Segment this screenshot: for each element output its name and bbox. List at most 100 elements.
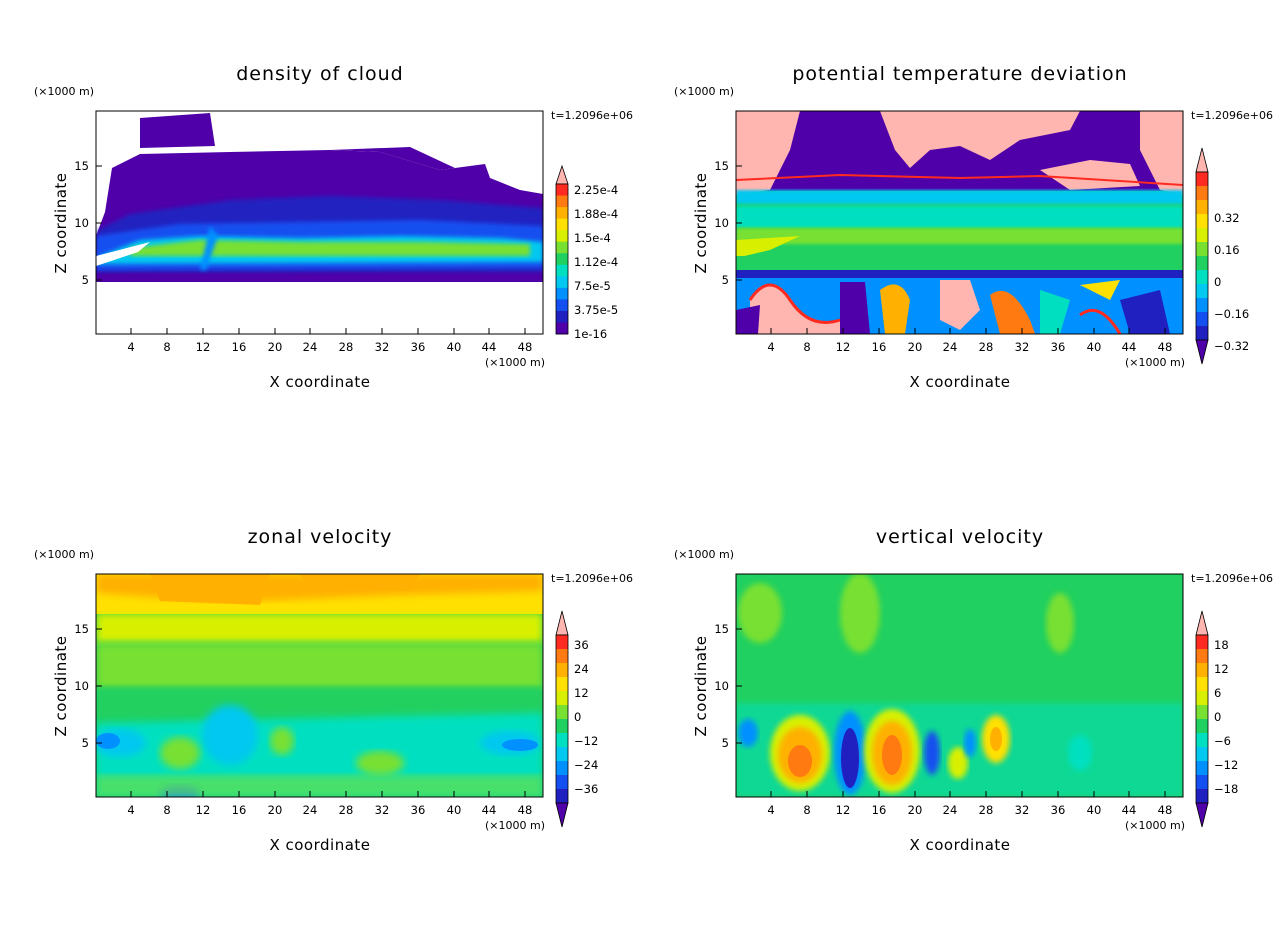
colorbar-swatch xyxy=(556,184,568,197)
x-tick-label: 28 xyxy=(339,803,354,817)
y-axis: 5 10 15 Z coordinate xyxy=(52,622,102,750)
y-axis: 5 10 15 Z coordinate xyxy=(52,159,102,287)
colorbar: 0.32 0.16 0 −0.16 −0.32 xyxy=(1195,147,1249,365)
colorbar-swatch xyxy=(1196,677,1208,692)
x-tick-label: 8 xyxy=(163,340,170,354)
y-tick-label: 5 xyxy=(82,273,89,287)
x-tick-label: 44 xyxy=(482,340,497,354)
y-axis-label: Z coordinate xyxy=(52,172,70,273)
colorbar-swatch xyxy=(1196,270,1208,285)
colorbar-swatch xyxy=(556,299,568,312)
chart-potential-temperature-deviation: potential temperature deviation (×1000 m… xyxy=(674,63,1273,391)
colorbar-swatch xyxy=(1196,298,1208,313)
y-tick-label: 10 xyxy=(74,679,89,693)
colorbar-swatch xyxy=(1196,635,1208,650)
x-axis-label: X coordinate xyxy=(909,373,1010,391)
colorbar-swatch xyxy=(556,677,568,692)
x-tick-label: 4 xyxy=(767,803,774,817)
time-label: t=1.2096e+06 xyxy=(551,572,633,585)
y-axis-label: Z coordinate xyxy=(692,172,710,273)
x-tick-label: 8 xyxy=(803,803,810,817)
colorbar-swatch xyxy=(1196,705,1208,720)
y-tick-label: 10 xyxy=(74,216,89,230)
colorbar-swatch xyxy=(1196,326,1208,341)
x-tick-label: 20 xyxy=(908,803,923,817)
colorbar-swatch xyxy=(556,649,568,664)
x-tick-label: 48 xyxy=(1158,803,1173,817)
colorbar-bottom-triangle xyxy=(555,802,569,828)
time-label: t=1.2096e+06 xyxy=(1191,572,1273,585)
chart-title: density of cloud xyxy=(236,63,404,85)
colorbar-swatch xyxy=(556,635,568,650)
panel-zonal-velocity: zonal velocity (×1000 m) t=1.2096e+06 4 … xyxy=(0,463,640,926)
colorbar-swatch xyxy=(1196,775,1208,790)
chart-title: zonal velocity xyxy=(248,526,393,548)
colorbar-label: −36 xyxy=(574,782,598,796)
colorbar-label: 1e-16 xyxy=(574,327,607,341)
colorbar-swatch xyxy=(1196,747,1208,762)
colorbar-swatch xyxy=(556,241,568,254)
colorbar-swatch xyxy=(1196,761,1208,776)
colorbar-swatch xyxy=(1196,789,1208,804)
x-tick-label: 24 xyxy=(303,803,318,817)
colorbar-label: 6 xyxy=(1214,686,1221,700)
colorbar-swatch xyxy=(1196,242,1208,257)
colorbar-swatch xyxy=(556,195,568,208)
x-tick-label: 24 xyxy=(943,340,958,354)
x-axis-label: X coordinate xyxy=(269,373,370,391)
colorbar-label: 1.5e-4 xyxy=(574,231,611,245)
colorbar-swatch xyxy=(1196,733,1208,748)
colorbar-label: 12 xyxy=(1214,662,1229,676)
x-tick-label: 36 xyxy=(1051,340,1066,354)
colorbar-label: 0 xyxy=(1214,710,1221,724)
colorbar-label: 0.16 xyxy=(1214,243,1240,257)
colorbar-swatch xyxy=(556,719,568,734)
colorbar-label: 18 xyxy=(1214,638,1229,652)
y-unit-label: (×1000 m) xyxy=(34,85,94,98)
colorbar-label: 36 xyxy=(574,638,589,652)
y-tick-label: 5 xyxy=(82,736,89,750)
y-tick-label: 15 xyxy=(714,622,729,636)
x-tick-label: 12 xyxy=(196,340,211,354)
colorbar-swatch xyxy=(1196,719,1208,734)
x-unit-label: (×1000 m) xyxy=(485,356,545,369)
x-axis-label: X coordinate xyxy=(269,836,370,854)
y-axis: 5 10 15 Z coordinate xyxy=(692,159,742,287)
y-tick-label: 15 xyxy=(74,159,89,173)
time-label: t=1.2096e+06 xyxy=(551,109,633,122)
colorbar-swatch xyxy=(556,691,568,706)
plot-area xyxy=(96,111,543,334)
plot-area xyxy=(736,111,1183,334)
colorbar-label: 0 xyxy=(1214,275,1221,289)
colorbar-swatch xyxy=(1196,649,1208,664)
colorbar-swatch xyxy=(556,207,568,220)
colorbar-swatch xyxy=(556,733,568,748)
colorbar-swatch xyxy=(556,230,568,243)
chart-title: potential temperature deviation xyxy=(792,63,1127,85)
y-unit-label: (×1000 m) xyxy=(674,548,734,561)
y-unit-label: (×1000 m) xyxy=(674,85,734,98)
x-tick-label: 32 xyxy=(1015,340,1030,354)
x-tick-label: 36 xyxy=(411,803,426,817)
plot-area xyxy=(96,574,543,797)
panel-vertical-velocity: vertical velocity (×1000 m) t=1.2096e+06… xyxy=(640,463,1280,926)
colorbar-swatch xyxy=(556,789,568,804)
x-tick-label: 24 xyxy=(303,340,318,354)
x-tick-label: 44 xyxy=(1122,340,1137,354)
colorbar-top-triangle xyxy=(1195,147,1209,173)
y-tick-label: 15 xyxy=(714,159,729,173)
panel-density-of-cloud: density of cloud (×1000 m) t=1.2096e+06 … xyxy=(0,0,640,463)
colorbar: 2.25e-4 1.88e-4 1.5e-4 1.12e-4 7.5e-5 3.… xyxy=(555,164,618,341)
x-tick-label: 28 xyxy=(339,340,354,354)
x-tick-label: 40 xyxy=(447,340,462,354)
colorbar-top-triangle xyxy=(1195,610,1209,636)
colorbar-swatch xyxy=(556,264,568,277)
colorbar-label: 12 xyxy=(574,686,589,700)
panel-potential-temperature-deviation: potential temperature deviation (×1000 m… xyxy=(640,0,1280,463)
x-tick-label: 32 xyxy=(1015,803,1030,817)
colorbar-label: 1.88e-4 xyxy=(574,207,618,221)
colorbar-swatch xyxy=(556,775,568,790)
chart-title: vertical velocity xyxy=(876,526,1044,548)
plot-area xyxy=(736,574,1183,797)
colorbar-swatch xyxy=(1196,256,1208,271)
